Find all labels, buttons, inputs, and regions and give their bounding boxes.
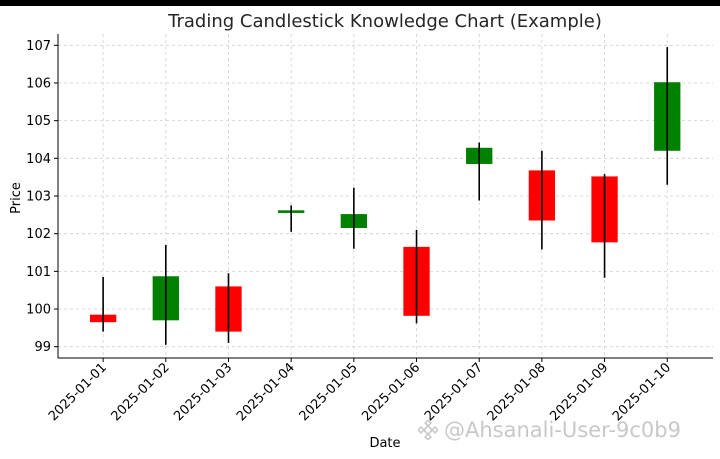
binance-logo-icon — [418, 420, 438, 440]
watermark: @Ahsanali-User-9c0b9 — [418, 418, 681, 442]
x-tick-label: 2025-01-04 — [234, 360, 298, 424]
y-tick-label: 100 — [26, 303, 51, 318]
x-tick-label: 2025-01-08 — [485, 360, 549, 424]
x-tick-label: 2025-01-05 — [297, 360, 361, 424]
watermark-text: @Ahsanali-User-9c0b9 — [444, 418, 681, 442]
y-tick-label: 104 — [26, 152, 51, 167]
top-border-bar — [0, 0, 720, 6]
y-tick-label: 102 — [26, 227, 51, 242]
x-tick-label: 2025-01-02 — [109, 360, 173, 424]
y-tick-label: 105 — [26, 114, 51, 129]
y-tick-label: 106 — [26, 76, 51, 91]
y-axis-label: Price — [9, 182, 24, 214]
x-tick-label: 2025-01-07 — [422, 360, 486, 424]
x-tick-label: 2025-01-09 — [547, 360, 611, 424]
candles-layer — [89, 47, 681, 345]
x-tick-label: 2025-01-06 — [359, 360, 423, 424]
y-tick-label: 101 — [26, 265, 51, 280]
y-tick-label: 103 — [26, 190, 51, 205]
x-axis-label: Date — [369, 436, 400, 451]
x-tick-label: 2025-01-01 — [46, 360, 110, 424]
x-tick-label: 2025-01-10 — [610, 360, 674, 424]
y-tick-label: 107 — [26, 39, 51, 54]
x-tick-label: 2025-01-03 — [171, 360, 235, 424]
chart-title: Trading Candlestick Knowledge Chart (Exa… — [167, 11, 602, 32]
y-tick-label: 99 — [34, 340, 51, 355]
